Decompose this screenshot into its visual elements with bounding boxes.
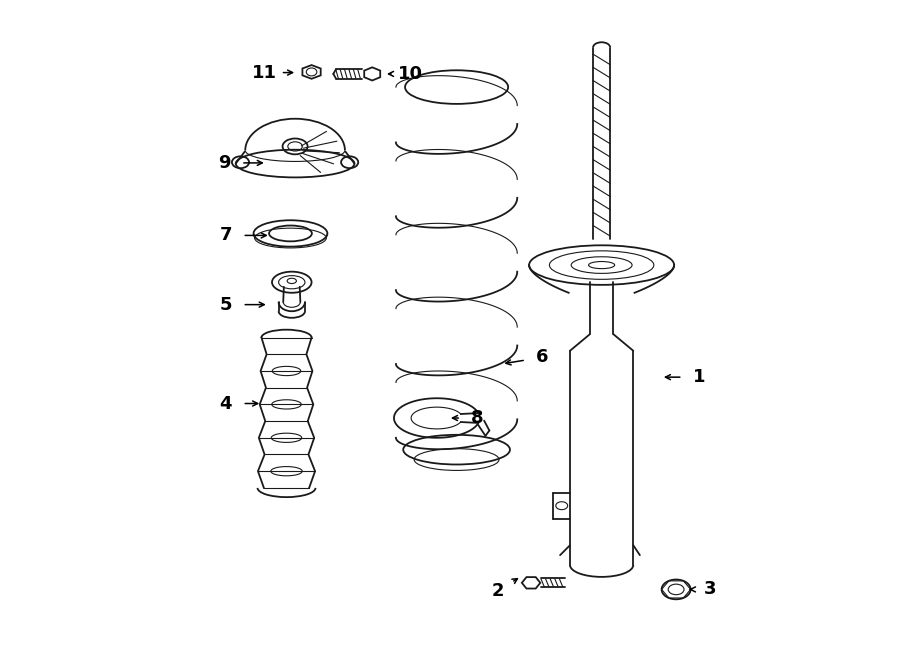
Text: 7: 7: [220, 226, 232, 244]
Text: 5: 5: [220, 296, 232, 314]
Text: 8: 8: [472, 409, 484, 427]
Text: 2: 2: [491, 583, 504, 600]
Text: 3: 3: [704, 581, 716, 598]
Text: 11: 11: [252, 64, 276, 81]
Text: 10: 10: [398, 65, 423, 83]
Text: 9: 9: [219, 154, 230, 172]
Text: 6: 6: [536, 348, 548, 366]
Text: 4: 4: [220, 395, 232, 412]
Text: 1: 1: [693, 368, 706, 386]
